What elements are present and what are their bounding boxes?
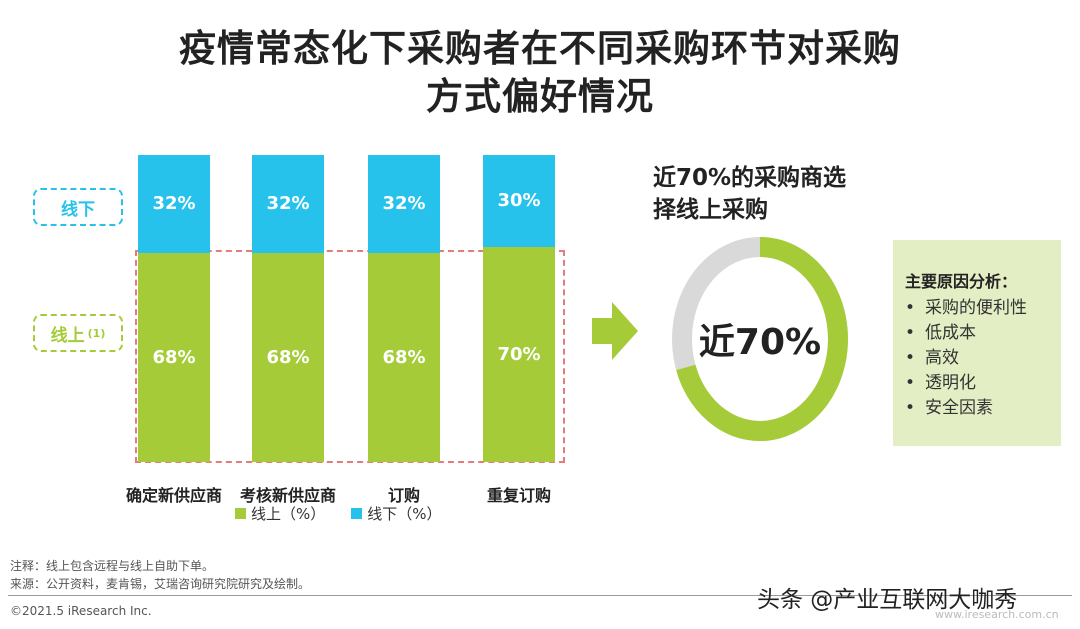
- legend-label-offline: 线下（%）: [367, 505, 442, 523]
- category-label: 确定新供应商: [125, 486, 222, 505]
- category-label: 重复订购: [486, 486, 551, 505]
- reason-item: 高效: [905, 346, 1051, 371]
- bar-label-online: 68%: [266, 346, 310, 368]
- reasons-panel: 主要原因分析： 采购的便利性 低成本 高效 透明化 安全因素: [893, 240, 1061, 446]
- reason-item: 采购的便利性: [905, 296, 1051, 321]
- page-title-line1: 疫情常态化下采购者在不同采购环节对采购: [179, 27, 901, 70]
- legend-item-online: 线上（%）: [235, 503, 325, 524]
- online-tag-note: (1): [87, 326, 106, 340]
- bar-label-offline: 30%: [497, 190, 541, 211]
- bar-offline: [252, 155, 324, 253]
- donut-headline-line1: 近70%的采购商选: [653, 165, 847, 191]
- legend-label-online: 线上（%）: [251, 505, 326, 523]
- bar-offline: [138, 155, 210, 253]
- page-title-line2: 方式偏好情况: [426, 75, 654, 118]
- reason-item: 低成本: [905, 321, 1051, 346]
- bar-label-online: 68%: [382, 346, 426, 368]
- legend-item-offline: 线下（%）: [351, 503, 442, 524]
- stacked-bar-chart: 32% 68% 确定新供应商 32% 68% 考核新供应商 32% 68% 订购 30% 70% 重复…: [0, 140, 620, 540]
- bar-online: [368, 253, 440, 462]
- donut-chart: [672, 237, 848, 441]
- reasons-list: 采购的便利性 低成本 高效 透明化 安全因素: [905, 296, 1051, 421]
- bar-label-offline: 32%: [152, 193, 196, 214]
- footnote: 注释：线上包含远程与线上自助下单。: [10, 559, 215, 573]
- bar-online: [483, 247, 555, 462]
- bar-online: [252, 253, 324, 462]
- online-tag-label: 线上: [50, 325, 85, 346]
- bar-offline: [368, 155, 440, 253]
- category-label: 考核新供应商: [239, 486, 336, 505]
- chart-legend: 线上（%） 线下（%）: [235, 503, 442, 524]
- donut-main-arc: [676, 237, 848, 441]
- legend-swatch-online: [235, 508, 246, 519]
- offline-tag-label: 线下: [61, 199, 95, 220]
- donut-center-value: 近70%: [698, 322, 822, 363]
- watermark: 头条 @产业互联网大咖秀: [757, 587, 1018, 613]
- source-note: 来源：公开资料，麦肯锡，艾瑞咨询研究院研究及绘制。: [10, 577, 311, 591]
- reasons-title: 主要原因分析：: [905, 272, 1018, 291]
- copyright: ©2021.5 iResearch Inc.: [10, 604, 152, 618]
- bar-label-online: 70%: [497, 343, 541, 365]
- site-url: www.iresearch.com.cn: [935, 608, 1059, 621]
- offline-tag: 线下: [33, 188, 123, 226]
- bar-offline: [483, 155, 555, 247]
- bar-label-offline: 32%: [266, 193, 310, 214]
- donut-headline: 近70%的采购商选 择线上采购: [653, 162, 846, 226]
- donut-headline-line2: 择线上采购: [653, 197, 768, 223]
- legend-swatch-offline: [351, 508, 363, 519]
- reason-item: 安全因素: [905, 396, 1051, 421]
- online-tag: 线上 (1): [33, 314, 123, 352]
- right-arrow-icon: [592, 302, 638, 360]
- bar-online: [138, 253, 210, 462]
- footer-divider: [8, 595, 1072, 596]
- online-highlight-box: [135, 250, 565, 463]
- reason-item: 透明化: [905, 371, 1051, 396]
- bar-label-offline: 32%: [382, 193, 426, 214]
- bar-label-online: 68%: [152, 346, 196, 368]
- category-label: 订购: [387, 486, 420, 505]
